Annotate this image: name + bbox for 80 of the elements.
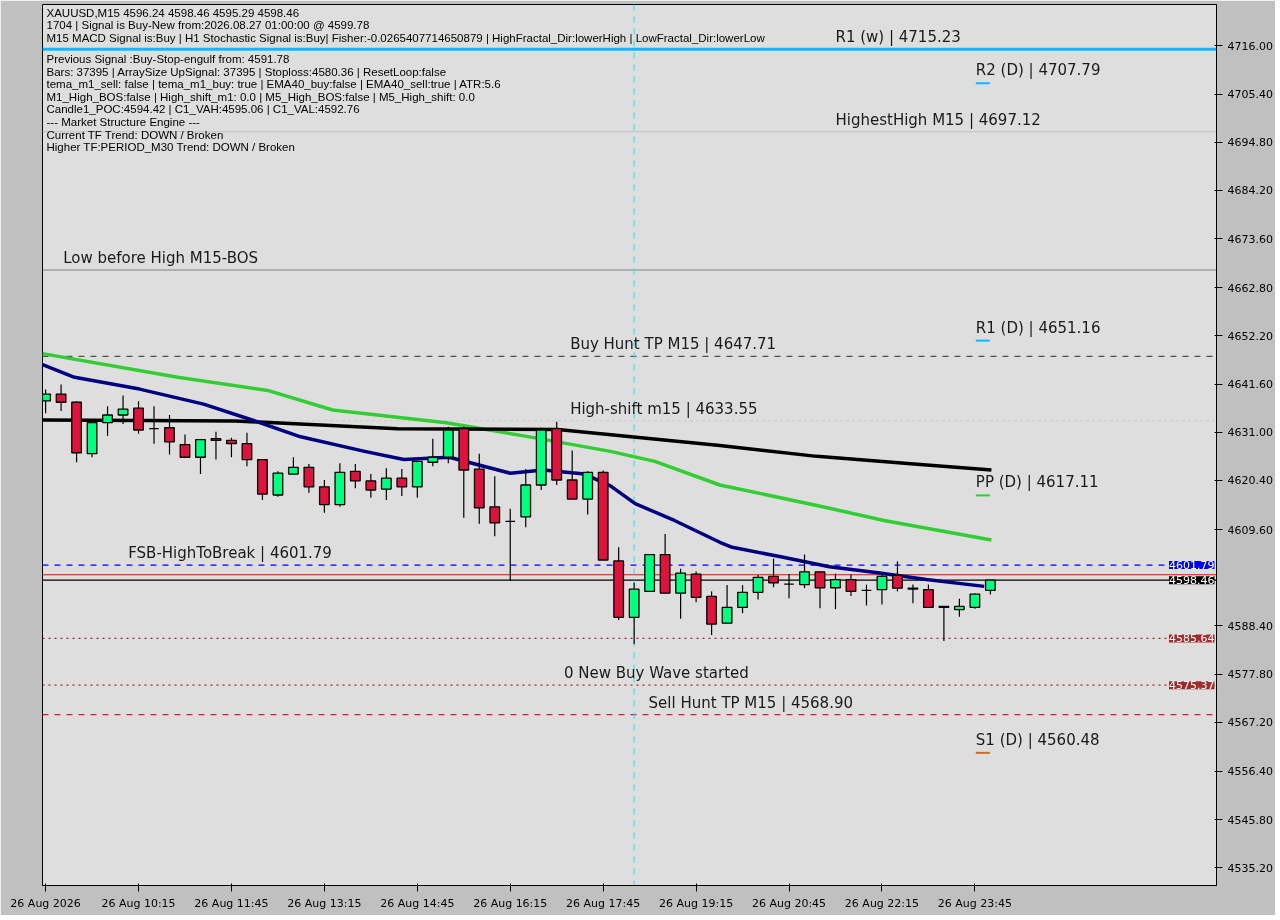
ref-line-label: R1 (D) | 4651.16 [975, 318, 1101, 337]
ref-line-label: PP (D) | 4617.11 [975, 473, 1099, 492]
y-tick-label: 4609.60 [1227, 523, 1273, 537]
candlestick [210, 431, 222, 461]
candlestick [721, 584, 733, 624]
x-tick-label: 26 Aug 11:45 [194, 896, 269, 910]
x-tick-label: 26 Aug 20:45 [751, 896, 827, 910]
candlestick [938, 605, 950, 642]
annotation: M15 MACD Signal is:Buy | H1 Stochastic Signal is:Buy| Fisher:-0.0265407714650879 | HighFractal_Dir:lowerHigh | LowFractal_Dir:lowerLow [46, 31, 766, 44]
candlestick [241, 432, 253, 467]
y-tick-label: 4716.00 [1227, 39, 1273, 53]
y-tick-label: 4567.20 [1227, 716, 1273, 730]
line-series [42, 351, 994, 542]
y-tick-label: 4535.20 [1227, 861, 1273, 875]
x-tick-label: 26 Aug 23:45 [937, 896, 1012, 910]
ref-line-label: R2 (D) | 4707.79 [975, 61, 1101, 80]
annotation: High-shift m15 | 4633.55 [570, 399, 758, 418]
annotation: 1704 | Signal is Buy-New from:2026.08.27 01:00:00 @ 4599.78 [46, 19, 370, 32]
y-tick-label: 4620.40 [1227, 474, 1273, 488]
y-tick-label: 4652.20 [1227, 329, 1273, 343]
candlestick [303, 463, 315, 494]
ref-line-label: S1 (D) | 4560.48 [975, 730, 1100, 749]
candlestick [179, 433, 191, 458]
candlestick [489, 475, 501, 537]
candlestick [861, 583, 872, 607]
annotation: 0 New Buy Wave started [563, 664, 749, 683]
annotation: Current TF Trend: DOWN / Broken [46, 128, 224, 141]
candlestick [953, 598, 965, 618]
y-tick-label: 4641.60 [1227, 378, 1273, 392]
annotation: M1_High_BOS:false | High_shift_m1: 0.0 | M5_High_BOS:false | M5_High_shift: 0.0 [46, 90, 475, 103]
annotation: HighestHigh M15 | 4697.12 [835, 110, 1041, 129]
annotation: 4601.79 [1169, 559, 1215, 573]
x-tick-label: 26 Aug 17:45 [566, 896, 641, 910]
annotation: Low before High M15-BOS [63, 248, 259, 267]
annotation: Buy Hunt TP M15 | 4647.71 [570, 335, 777, 354]
annotation: Bars: 37395 | ArraySize UpSignal: 37395 | Stoploss:4580.36 | ResetLoop:false [46, 65, 447, 78]
annotation: tema_m1_sell: false | tema_m1_buy: true | EMA40_buy:false | EMA40_sell:true | ATR:5.6 [46, 78, 501, 91]
x-tick-label: 26 Aug 13:15 [287, 896, 362, 910]
annotation: Sell Hunt TP M15 | 4568.90 [648, 693, 854, 712]
candlestick [349, 463, 361, 489]
x-tick-label: 26 Aug 10:15 [101, 896, 176, 910]
y-tick-label: 4705.40 [1227, 88, 1273, 102]
annotation: --- Market Structure Engine --- [46, 115, 201, 128]
annotation: Higher TF:PERIOD_M30 Trend: DOWN / Broken [46, 141, 295, 154]
annotation: 4585.64 [1169, 632, 1215, 646]
annotation: Previous Signal :Buy-Stop-engulf from: 4591.78 [46, 52, 290, 65]
candlestick [922, 583, 934, 608]
candlestick [226, 437, 237, 458]
annotation: 4575.37 [1169, 679, 1215, 693]
candlestick [427, 438, 439, 467]
annotation: 4598.46 [1169, 574, 1215, 588]
y-tick-label: 4694.80 [1227, 136, 1273, 150]
y-tick-label: 4545.80 [1227, 813, 1273, 827]
annotation: FSB-HighToBreak | 4601.79 [128, 544, 332, 563]
annotation: Candle1_POC:4594.42 | C1_VAH:4595.06 | C1_VAL:4592.76 [46, 103, 360, 116]
candlestick [737, 584, 749, 614]
y-tick-label: 4577.80 [1227, 668, 1273, 682]
x-tick-label: 26 Aug 16:15 [473, 896, 548, 910]
candlestick [907, 583, 919, 604]
x-tick-label: 26 Aug 22:15 [844, 896, 920, 910]
candlestick [272, 470, 284, 498]
candlestick [365, 473, 377, 499]
y-tick-label: 4684.20 [1227, 184, 1273, 198]
candlestick [318, 479, 330, 514]
annotation: XAUUSD,M15 4596.24 4598.46 4595.29 4598.46 [46, 6, 300, 19]
y-tick-label: 4588.40 [1227, 619, 1273, 633]
y-tick-label: 4662.80 [1227, 281, 1273, 295]
candlestick [42, 388, 52, 414]
x-tick-label: 26 Aug 2026 [10, 896, 81, 910]
candlestick [396, 468, 408, 497]
y-tick-label: 4673.60 [1227, 232, 1273, 246]
y-tick-label: 4631.00 [1227, 426, 1273, 440]
candlestick [195, 438, 206, 475]
y-tick-label: 4556.40 [1227, 765, 1273, 779]
x-tick-label: 26 Aug 19:15 [659, 896, 734, 910]
candlestick [380, 467, 392, 501]
candlestick [566, 449, 578, 500]
candlestick [55, 383, 67, 412]
annotation: R1 (w) | 4715.23 [835, 28, 961, 47]
x-tick-label: 26 Aug 14:45 [380, 896, 455, 910]
